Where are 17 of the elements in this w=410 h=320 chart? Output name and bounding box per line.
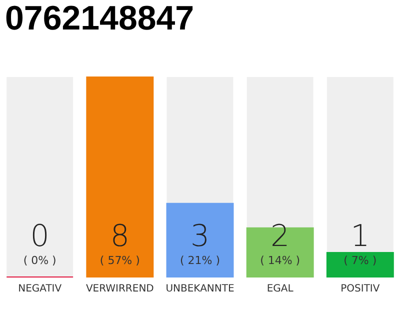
bar	[326, 252, 394, 278]
annotation: 2	[270, 219, 290, 254]
annotation: 8	[110, 219, 130, 254]
x-tick-label: NEGATIV	[18, 284, 62, 294]
chart-title: 0762148847	[5, 0, 194, 38]
x-tick-label: POSITIV	[340, 284, 380, 294]
data-label: ( 21% )	[180, 254, 220, 267]
annotation: 0	[30, 219, 50, 254]
x-tick-label: VERWIRREND	[86, 284, 154, 294]
data-label: ( 57% )	[100, 254, 140, 267]
annotation: 3	[190, 219, 210, 254]
annotation: 1	[350, 219, 370, 254]
x-tick-label: EGAL	[266, 284, 294, 294]
data-label: ( 7% )	[344, 254, 377, 267]
data-label: ( 0% )	[23, 254, 56, 267]
data-label: ( 14% )	[260, 254, 300, 267]
x-tick-label: UNBEKANNTE	[166, 284, 234, 294]
